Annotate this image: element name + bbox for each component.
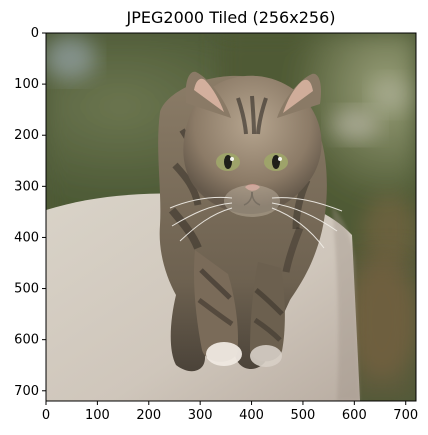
x-tick-label: 300 [188,408,213,423]
y-tick-label: 400 [14,230,39,245]
y-tick-label: 100 [14,77,39,92]
x-tick-label: 700 [393,408,418,423]
image [46,33,416,401]
plot-title: JPEG2000 Tiled (256x256) [126,8,336,27]
axes-frame [45,32,417,402]
y-tick-label: 600 [14,333,39,348]
kitten [158,71,343,372]
x-tick-label: 100 [85,408,110,423]
y-axis: 0 100 200 300 400 500 600 700 [14,26,46,399]
x-tick-label: 400 [239,408,264,423]
x-tick-label: 600 [342,408,367,423]
y-tick-label: 200 [14,128,39,143]
x-tick-label: 200 [136,408,161,423]
y-tick-label: 300 [14,179,39,194]
y-tick-label: 500 [14,282,39,297]
y-tick-label: 700 [14,384,39,399]
x-axis: 0 100 200 300 400 500 600 700 [42,401,418,423]
x-tick-label: 0 [42,408,50,423]
x-tick-label: 500 [291,408,316,423]
y-tick-label: 0 [31,26,39,41]
